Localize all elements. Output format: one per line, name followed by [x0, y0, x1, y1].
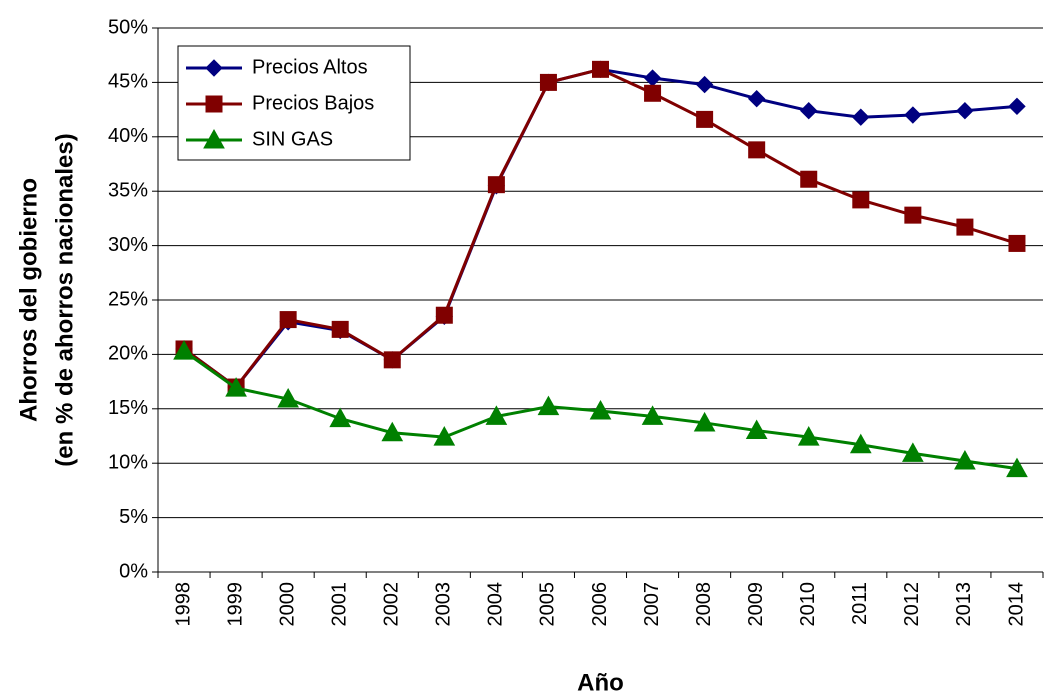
x-tick-label: 2008: [693, 582, 715, 627]
legend-marker: [203, 128, 225, 149]
marker: [1008, 234, 1026, 252]
y-tick-label: 25%: [108, 288, 148, 310]
legend-label: Precios Altos: [252, 56, 368, 78]
x-tick-label: 2004: [485, 582, 507, 627]
x-tick-label: 2005: [537, 582, 559, 627]
marker: [644, 84, 662, 102]
x-tick-label: 1999: [224, 582, 246, 627]
x-axis-title: Año: [577, 669, 624, 696]
marker: [277, 387, 299, 408]
marker: [956, 101, 974, 120]
marker: [852, 191, 870, 209]
marker: [485, 405, 508, 425]
x-tick-label: 2006: [589, 582, 611, 627]
x-tick-label: 2010: [797, 582, 819, 627]
y-tick-label: 50%: [108, 16, 148, 38]
legend-label: SIN GAS: [252, 128, 333, 150]
marker: [641, 405, 664, 425]
marker: [329, 407, 352, 428]
marker: [279, 311, 297, 329]
marker: [902, 442, 924, 462]
marker: [225, 377, 247, 397]
y-tick-label: 30%: [108, 234, 148, 256]
marker: [800, 170, 818, 188]
y-tick-label: 15%: [108, 397, 148, 419]
legend-label: Precios Bajos: [252, 92, 374, 114]
marker: [643, 69, 662, 87]
marker: [435, 306, 453, 324]
marker: [956, 218, 974, 236]
marker: [904, 106, 922, 124]
marker: [954, 449, 976, 470]
x-tick-label: 2003: [433, 582, 455, 627]
x-tick-label: 2011: [849, 582, 871, 625]
x-tick-label: 2009: [745, 582, 767, 627]
marker: [693, 411, 716, 432]
marker: [589, 399, 612, 420]
y-tick-label: 35%: [108, 179, 148, 201]
marker: [904, 206, 922, 224]
y-axis-title: Ahorros del gobierno: [15, 178, 42, 422]
marker: [797, 426, 820, 446]
marker: [1006, 457, 1028, 478]
marker: [433, 426, 456, 446]
legend-marker: [205, 59, 223, 77]
y-tick-label: 45%: [108, 71, 148, 93]
y-tick-label: 0%: [119, 560, 148, 582]
marker: [592, 60, 609, 78]
marker: [748, 141, 766, 159]
marker: [849, 433, 872, 454]
marker: [487, 176, 505, 194]
marker: [695, 75, 714, 94]
x-tick-label: 2001: [328, 582, 350, 627]
marker: [696, 110, 714, 128]
marker: [331, 320, 349, 338]
y-tick-label: 40%: [108, 125, 148, 147]
y-axis-title: (en % de ahorros nacionales): [51, 133, 78, 466]
x-tick-label: 2014: [1005, 582, 1027, 627]
marker: [800, 101, 818, 120]
x-tick-label: 2007: [641, 582, 663, 627]
marker: [745, 419, 768, 440]
y-tick-label: 5%: [119, 506, 148, 528]
marker: [539, 73, 557, 91]
marker: [537, 395, 560, 416]
marker: [747, 90, 766, 108]
marker: [852, 108, 870, 126]
x-tick-label: 2013: [953, 582, 975, 627]
x-tick-label: 2012: [901, 582, 923, 627]
x-tick-label: 2000: [276, 582, 298, 627]
y-tick-label: 10%: [108, 451, 148, 473]
x-tick-label: 2002: [381, 582, 403, 627]
marker: [383, 351, 401, 369]
marker: [173, 340, 195, 360]
marker: [381, 421, 404, 442]
y-tick-label: 20%: [108, 343, 148, 365]
x-tick-label: 1998: [172, 582, 194, 627]
legend-marker: [205, 95, 223, 113]
marker: [1008, 97, 1026, 116]
